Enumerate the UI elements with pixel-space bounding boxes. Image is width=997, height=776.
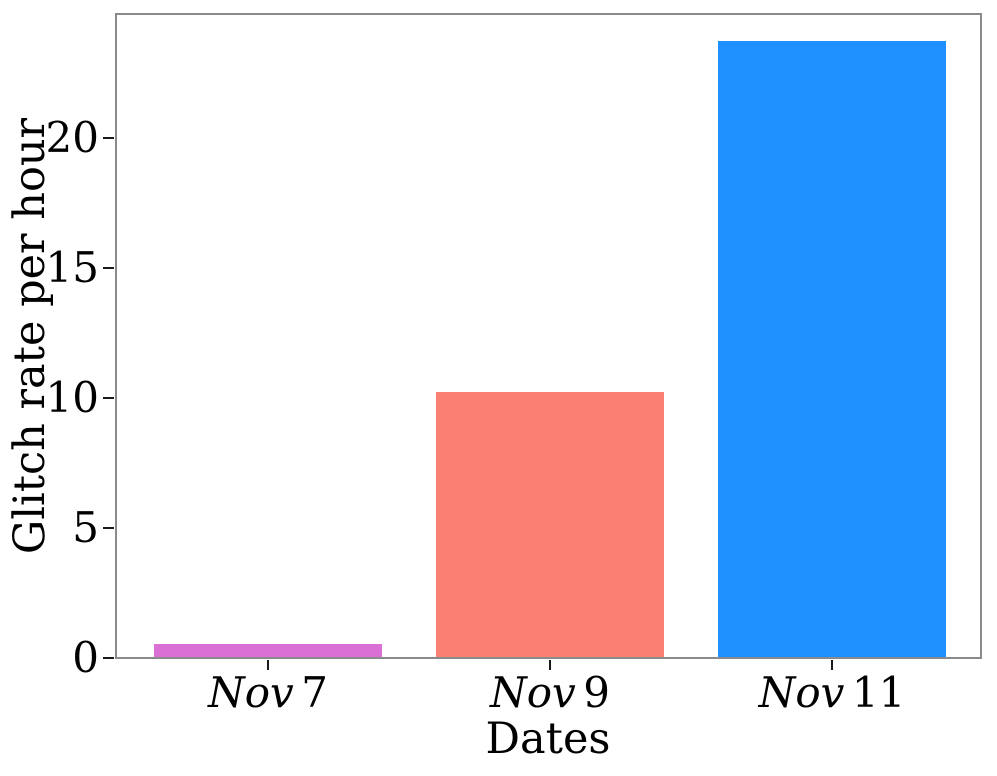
- y-tick-mark: [103, 397, 114, 399]
- x-tick-mark: [831, 660, 833, 670]
- x-tick-mark: [549, 660, 551, 670]
- x-tick-label-word: Nov: [489, 668, 576, 717]
- bar-nov-7: [154, 644, 382, 657]
- x-tick-label-number: 11: [851, 668, 906, 717]
- x-tick-label-nov-11: Nov 11: [702, 668, 962, 717]
- x-axis-label: Dates: [485, 714, 611, 764]
- x-tick-label-word: Nov: [207, 668, 294, 717]
- y-tick-label: 5: [72, 503, 99, 552]
- y-tick-label: 20: [45, 113, 99, 162]
- y-tick-label: 15: [45, 243, 99, 292]
- y-tick-mark: [103, 527, 114, 529]
- y-tick-mark: [103, 137, 114, 139]
- y-tick-mark: [103, 267, 114, 269]
- x-tick-mark: [267, 660, 269, 670]
- y-tick-label: 10: [45, 373, 99, 422]
- bar-nov-9: [436, 392, 664, 657]
- x-tick-label-word: Nov: [758, 668, 845, 717]
- x-tick-label-nov-7: Nov 7: [138, 668, 398, 717]
- plot-area: [115, 13, 982, 659]
- x-tick-label-nov-9: Nov 9: [420, 668, 680, 717]
- bar-nov-11: [718, 41, 946, 657]
- y-tick-label: 0: [72, 633, 99, 682]
- x-tick-label-number: 7: [301, 668, 329, 717]
- x-tick-label-number: 9: [583, 668, 611, 717]
- y-axis-label: Glitch rate per hour: [5, 117, 55, 555]
- y-tick-mark: [103, 657, 114, 659]
